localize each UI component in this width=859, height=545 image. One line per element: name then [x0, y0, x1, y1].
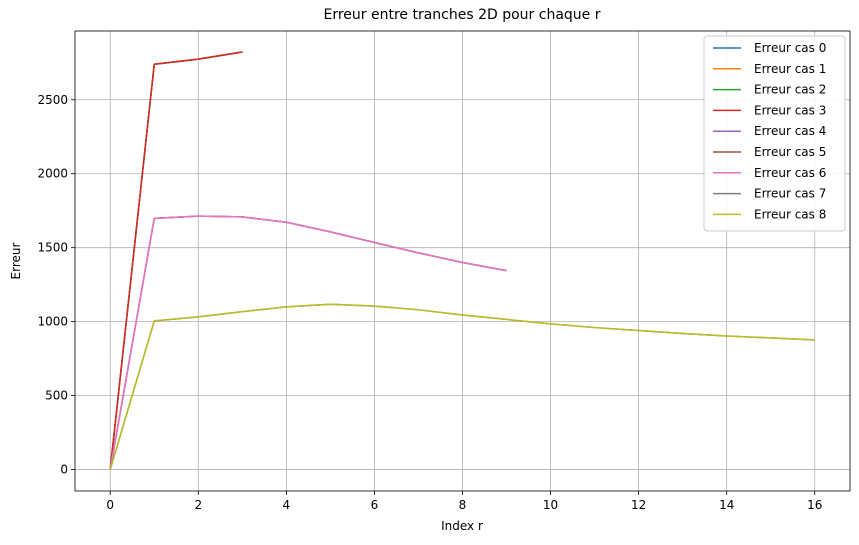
- x-tick-label: 6: [371, 498, 379, 512]
- legend-label-7: Erreur cas 7: [754, 187, 826, 201]
- x-tick-label: 14: [719, 498, 734, 512]
- x-tick-label: 12: [631, 498, 646, 512]
- legend-label-1: Erreur cas 1: [754, 62, 826, 76]
- series-line-4: [109, 215, 507, 470]
- legend: Erreur cas 0 Erreur cas 1 Erreur cas 2 Erre…: [703, 35, 846, 232]
- legend-label-6: Erreur cas 6: [754, 166, 826, 180]
- series-line-0: [109, 51, 243, 470]
- series-line-8: [109, 303, 815, 470]
- x-tick-label: 0: [106, 498, 114, 512]
- y-axis-ticks: 0 500 1000 1500 2000 2500: [37, 93, 75, 477]
- x-tick-label: 10: [543, 498, 558, 512]
- series-line-3: [109, 51, 243, 470]
- legend-label-4: Erreur cas 4: [754, 124, 826, 138]
- legend-label-8: Erreur cas 8: [754, 207, 826, 221]
- series-line-1: [109, 51, 243, 470]
- x-axis-ticks: 0 2 4 6 8 10 12 14 16: [106, 491, 822, 512]
- series-lines: [109, 51, 815, 470]
- legend-label-5: Erreur cas 5: [754, 145, 826, 159]
- y-tick-label: 2500: [37, 93, 68, 107]
- y-axis-label: Erreur: [9, 242, 23, 279]
- y-tick-label: 1000: [37, 315, 68, 329]
- series-line-2: [109, 51, 243, 470]
- series-line-6: [109, 215, 507, 470]
- y-tick-label: 500: [45, 389, 68, 403]
- chart-title: Erreur entre tranches 2D pour chaque r: [323, 7, 600, 23]
- legend-label-2: Erreur cas 2: [754, 83, 826, 97]
- y-tick-label: 0: [60, 463, 68, 477]
- x-tick-label: 2: [194, 498, 202, 512]
- y-tick-label: 1500: [37, 241, 68, 255]
- x-tick-label: 16: [807, 498, 822, 512]
- x-tick-label: 8: [459, 498, 467, 512]
- series-line-5: [109, 215, 507, 470]
- legend-label-0: Erreur cas 0: [754, 41, 826, 55]
- x-tick-label: 4: [283, 498, 291, 512]
- x-axis-label: Index r: [441, 519, 483, 533]
- legend-box: [703, 35, 846, 232]
- legend-label-3: Erreur cas 3: [754, 103, 826, 117]
- y-tick-label: 2000: [37, 167, 68, 181]
